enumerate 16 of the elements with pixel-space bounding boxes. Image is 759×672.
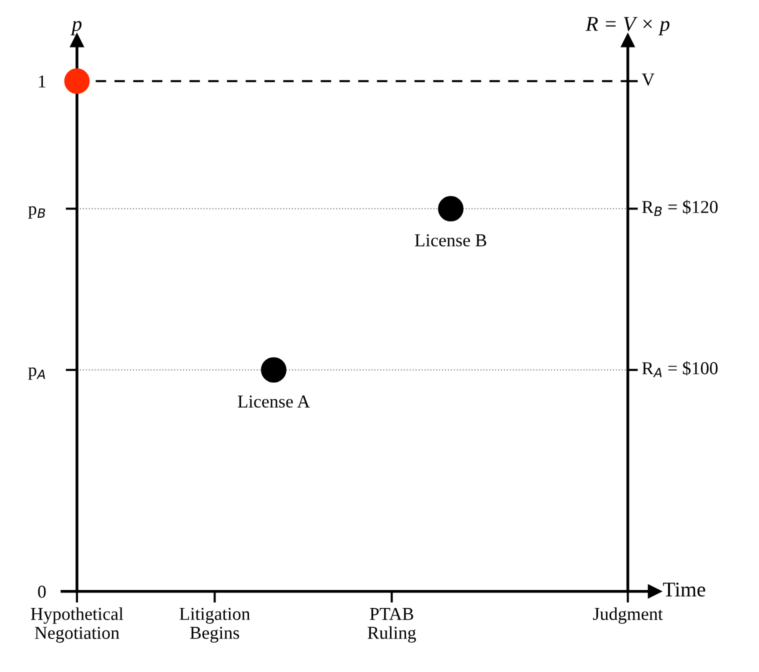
y-axis-title: p [70,20,82,36]
x-tick-label: Litigation Begins [180,608,250,643]
y-tick-label: p$_{A}$ [28,367,45,380]
annotation: V [642,74,654,86]
y-tick-label: 0 [38,586,46,598]
y-tick-label: p$_{B}$ [28,206,46,219]
annotation: R$_{B}$ = $120 [642,200,718,216]
x-tick-label: PTAB Ruling [368,608,416,643]
annotation: License B [414,234,486,246]
y2-axis-title: R = V × p [586,17,670,36]
y-tick-label: 1 [38,75,46,88]
annotation: License A [238,395,310,408]
annotation: R$_{A}$ = $100 [642,361,718,378]
x-tick-label: Judgment [593,607,663,624]
x-tick-label: Hypothetical Negotiation [30,607,124,643]
x-axis-title: Time [663,582,706,597]
